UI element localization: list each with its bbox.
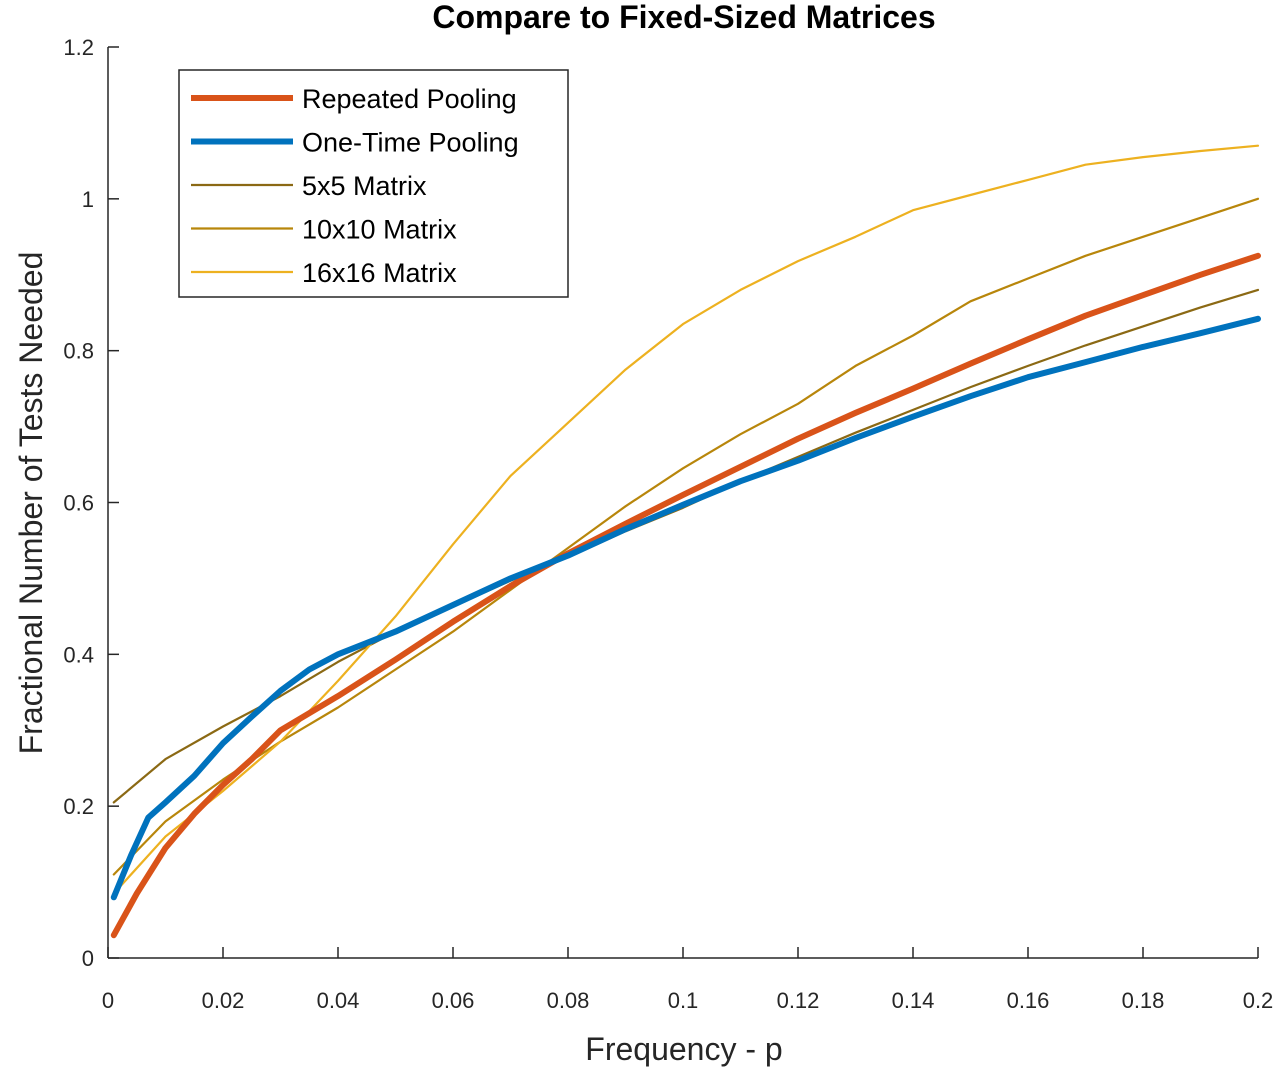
x-tick-label: 0.14 [892,988,935,1013]
legend-label-5x5-matrix: 5x5 Matrix [302,171,427,201]
x-tick-label: 0.18 [1122,988,1165,1013]
legend-label-repeated-pooling: Repeated Pooling [302,84,517,114]
x-tick-label: 0.02 [202,988,245,1013]
y-tick-label: 0 [82,946,94,971]
y-axis-title: Fractional Number of Tests Needed [13,252,49,755]
x-tick-label: 0.1 [668,988,699,1013]
x-tick-label: 0.2 [1243,988,1274,1013]
series-line-10x10-matrix [112,197,1260,876]
legend-label-10x10-matrix: 10x10 Matrix [302,215,457,245]
legend-label-16x16-matrix: 16x16 Matrix [302,258,457,288]
legend-box [178,69,569,298]
x-tick-label: 0 [102,988,114,1013]
y-tick-label: 1 [82,187,94,212]
x-tick-label: 0.08 [547,988,590,1013]
y-tick-label: 0.4 [63,642,94,667]
x-axis-title: Frequency - p [585,1031,782,1067]
y-tick-label: 0.2 [63,794,94,819]
axes: 0 0.02 0.04 0.06 0.08 0.1 0.12 0.14 0.16 0.18 0.2 0… [63,35,1273,1013]
x-tick-label: 0.06 [432,988,475,1013]
x-tick-label: 0.04 [317,988,360,1013]
y-tick-label: 0.6 [63,491,94,516]
x-tick-label: 0.16 [1007,988,1050,1013]
x-tick-label: 0.12 [777,988,820,1013]
y-tick-label: 0.8 [63,339,94,364]
legend-label-one-time-pooling: One-Time Pooling [302,128,519,158]
series-line-repeated-pooling [110,252,1261,939]
series-lines [110,144,1261,939]
legend: Repeated Pooling One-Time Pooling 5x5 Matr… [178,69,569,298]
y-tick-label: 1.2 [63,35,94,60]
chart-title: Compare to Fixed-Sized Matrices [432,0,935,35]
series-line-one-time-pooling [110,315,1261,901]
